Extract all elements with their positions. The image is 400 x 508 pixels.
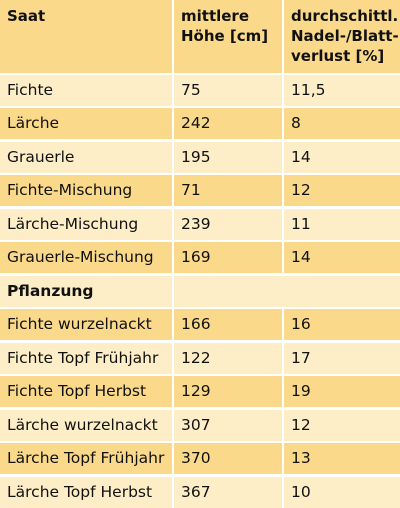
row-name: Lärche xyxy=(0,108,172,139)
row-loss: 19 xyxy=(284,376,400,407)
row-height: 122 xyxy=(174,343,282,374)
row-loss: 16 xyxy=(284,309,400,340)
header-mean-height: mittlere Höhe [cm] xyxy=(174,0,282,73)
row-name: Grauerle-Mischung xyxy=(0,242,172,273)
row-loss: 8 xyxy=(284,108,400,139)
table-row: Fichte wurzelnackt 166 16 xyxy=(0,309,400,340)
row-name: Fichte Topf Herbst xyxy=(0,376,172,407)
row-name: Fichte wurzelnackt xyxy=(0,309,172,340)
table-row: Fichte Topf Frühjahr 122 17 xyxy=(0,343,400,374)
row-height: 195 xyxy=(174,142,282,173)
table-row: Fichte Topf Herbst 129 19 xyxy=(0,376,400,407)
section-row-pflanzung: Pflanzung xyxy=(0,276,400,307)
row-name: Fichte xyxy=(0,75,172,106)
row-height: 71 xyxy=(174,175,282,206)
row-name: Fichte-Mischung xyxy=(0,175,172,206)
row-loss: 11,5 xyxy=(284,75,400,106)
row-height: 307 xyxy=(174,410,282,441)
table-row: Lärche Topf Herbst 367 10 xyxy=(0,477,400,508)
row-height: 242 xyxy=(174,108,282,139)
row-name: Lärche Topf Frühjahr xyxy=(0,443,172,474)
row-height: 166 xyxy=(174,309,282,340)
section-label: Pflanzung xyxy=(0,276,172,307)
row-height: 169 xyxy=(174,242,282,273)
row-height: 239 xyxy=(174,209,282,240)
table-row: Fichte 75 11,5 xyxy=(0,75,400,106)
table-row: Fichte-Mischung 71 12 xyxy=(0,175,400,206)
row-loss: 17 xyxy=(284,343,400,374)
header-saat: Saat xyxy=(0,0,172,73)
row-height: 129 xyxy=(174,376,282,407)
table-row: Grauerle-Mischung 169 14 xyxy=(0,242,400,273)
table-row: Lärche-Mischung 239 11 xyxy=(0,209,400,240)
row-name: Grauerle xyxy=(0,142,172,173)
table-row: Lärche 242 8 xyxy=(0,108,400,139)
row-loss: 14 xyxy=(284,242,400,273)
row-loss: 12 xyxy=(284,175,400,206)
row-name: Lärche-Mischung xyxy=(0,209,172,240)
section-spacer xyxy=(174,276,400,307)
row-loss: 11 xyxy=(284,209,400,240)
row-name: Fichte Topf Frühjahr xyxy=(0,343,172,374)
row-height: 367 xyxy=(174,477,282,508)
row-height: 75 xyxy=(174,75,282,106)
table-row: Lärche Topf Frühjahr 370 13 xyxy=(0,443,400,474)
row-loss: 13 xyxy=(284,443,400,474)
row-loss: 10 xyxy=(284,477,400,508)
row-loss: 14 xyxy=(284,142,400,173)
row-name: Lärche Topf Herbst xyxy=(0,477,172,508)
row-loss: 12 xyxy=(284,410,400,441)
table-row: Lärche wurzelnackt 307 12 xyxy=(0,410,400,441)
table-row: Grauerle 195 14 xyxy=(0,142,400,173)
header-needle-loss: durchschittl. Nadel-/Blatt­verlust [%] xyxy=(284,0,400,73)
table-header-row: Saat mittlere Höhe [cm] durchschittl. Na… xyxy=(0,0,400,73)
row-height: 370 xyxy=(174,443,282,474)
row-name: Lärche wurzelnackt xyxy=(0,410,172,441)
